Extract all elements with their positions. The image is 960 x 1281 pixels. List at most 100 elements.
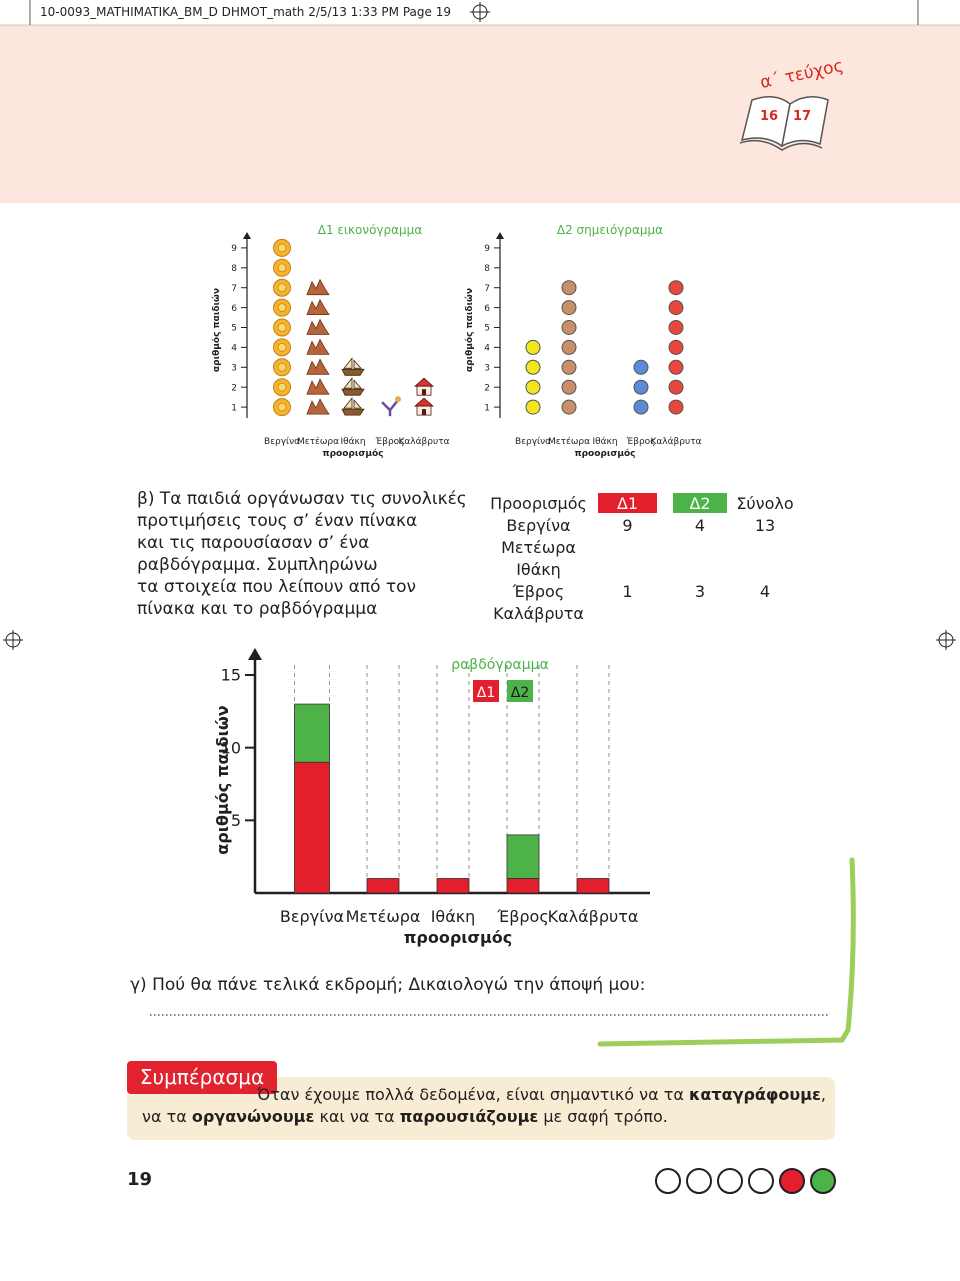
- dot: [633, 399, 649, 415]
- dot-stack: [525, 339, 541, 415]
- table-cell: Καλάβρυτα: [493, 604, 584, 623]
- table-header: Προορισμός: [490, 494, 587, 513]
- pictogram-stack: [381, 396, 401, 417]
- dot: [561, 339, 577, 355]
- file-line: 10-0093_MATHIMATIKA_BM_D DHMOT_math 2/5/…: [40, 5, 451, 19]
- conclusion-label-box: [127, 1061, 277, 1094]
- sun-core: [277, 323, 287, 332]
- table-cell: 13: [755, 516, 775, 535]
- exercise-b: β) Τα παιδιά οργάνωσαν τις συνολικέςπροτ…: [137, 489, 467, 619]
- table-cell: Ιθάκη: [516, 560, 561, 579]
- y-tick-label: 7: [484, 284, 490, 294]
- chart-title: Δ1 εικονόγραμμα: [318, 223, 423, 237]
- dot: [668, 280, 684, 296]
- dot: [668, 339, 684, 355]
- bar-segment: [506, 878, 540, 894]
- registration-mark: [3, 630, 23, 650]
- y-tick-label: 2: [484, 383, 490, 393]
- dot: [561, 379, 577, 395]
- legend-swatch: [507, 680, 533, 702]
- page-badge: 17: [793, 109, 811, 124]
- figure-icon: [381, 399, 399, 417]
- sun-core: [277, 382, 287, 392]
- x-tick-label: Ιθάκη: [431, 907, 476, 926]
- exercise-line: β) Τα παιδιά οργάνωσαν τις συνολικές: [137, 489, 467, 509]
- bar-segment: [294, 703, 330, 763]
- x-tick-label: Μετέωρα: [297, 436, 339, 447]
- house-roof: [413, 397, 435, 407]
- y-tick-label: 6: [484, 304, 490, 314]
- legend-label: Δ1: [477, 685, 495, 701]
- ship-sail: [343, 357, 362, 369]
- house-roof: [413, 377, 435, 387]
- sun-core: [277, 362, 287, 372]
- mountain-icon: [306, 298, 330, 315]
- dot: [525, 379, 541, 395]
- conclusion-line: Όταν έχουμε πολλά δεδομένα, είναι σημαντ…: [256, 1085, 826, 1104]
- y-axis-label: αριθμός παιδιών: [464, 288, 475, 372]
- y-axis-label: αριθμός παιδιών: [213, 705, 232, 855]
- page-number: 19: [127, 1169, 152, 1190]
- mountain-icon: [306, 358, 330, 375]
- x-tick-label: Βεργίνα: [280, 907, 344, 926]
- figure-head: [395, 396, 401, 403]
- table-header: Δ1: [617, 494, 638, 513]
- conclusion-text: Όταν έχουμε πολλά δεδομένα, είναι σημαντ…: [256, 1085, 689, 1104]
- header-cell-bg: [598, 493, 657, 513]
- dot: [668, 320, 684, 335]
- conclusion-text: ,: [821, 1085, 826, 1104]
- pictogram-stack: [341, 357, 365, 416]
- table-cell: 9: [622, 516, 632, 535]
- sun-core: [277, 263, 287, 273]
- ship-sail: [343, 396, 362, 409]
- mountain-icon: [306, 378, 330, 395]
- x-tick-label: Έβρος: [496, 907, 548, 926]
- chart-title: Δ2 σημειόγραμμα: [557, 223, 663, 237]
- x-axis-label: προορισμός: [404, 928, 513, 947]
- dot: [668, 359, 684, 375]
- bar-segment: [506, 834, 540, 879]
- legend-label: Δ2: [511, 685, 529, 701]
- dot-stack: [633, 359, 649, 415]
- ship-hull: [341, 368, 365, 376]
- mountain-icon: [306, 338, 330, 355]
- table-header: Σύνολο: [736, 494, 793, 513]
- y-tick-label: 5: [484, 324, 490, 334]
- x-tick-label: Καλάβρυτα: [398, 437, 449, 447]
- exercise-line: ραβδόγραμμα. Συμπληρώνω: [137, 555, 378, 575]
- table-header: Δ2: [689, 494, 710, 513]
- mountain-icon: [306, 318, 330, 335]
- dot: [525, 399, 541, 415]
- conclusion-text: να τα: [142, 1107, 192, 1126]
- exercise-line: προτιμήσεις τους σ’ έναν πίνακα: [137, 511, 417, 531]
- conclusion-emphasis: παρουσιάζουμε: [400, 1107, 539, 1126]
- chart-title: ραβδόγραμμα: [451, 657, 549, 673]
- dot-stack: [561, 280, 577, 415]
- table-cell: Βεργίνα: [506, 516, 570, 535]
- ship-sail: [343, 377, 362, 389]
- exercise-line: πίνακα και το ραβδόγραμμα: [137, 599, 377, 619]
- axis-arrow: [248, 648, 262, 660]
- house-door: [422, 389, 426, 396]
- sun-core: [277, 303, 287, 312]
- x-tick-label: Καλάβρυτα: [548, 907, 639, 926]
- y-tick-label: 6: [231, 304, 237, 314]
- registration-mark: [470, 2, 490, 22]
- axis-arrow: [496, 232, 504, 239]
- conclusion-emphasis: καταγράφουμε: [689, 1085, 821, 1104]
- dot: [668, 399, 684, 415]
- pictogram-stack: [306, 278, 330, 415]
- conclusion-text: με σαφή τρόπο.: [538, 1107, 668, 1126]
- dot: [633, 359, 649, 375]
- page-badge: 16: [760, 109, 778, 124]
- ship-hull: [341, 388, 365, 396]
- y-tick-label: 15: [221, 666, 241, 685]
- dot: [561, 359, 577, 375]
- x-tick-label: Μετέωρα: [548, 436, 590, 447]
- y-tick-label: 5: [231, 811, 241, 830]
- x-tick-label: Βεργίνα: [264, 437, 300, 447]
- x-axis-label: προορισμός: [322, 448, 383, 459]
- table-cell: Μετέωρα: [501, 538, 576, 557]
- y-tick-label: 3: [231, 363, 237, 373]
